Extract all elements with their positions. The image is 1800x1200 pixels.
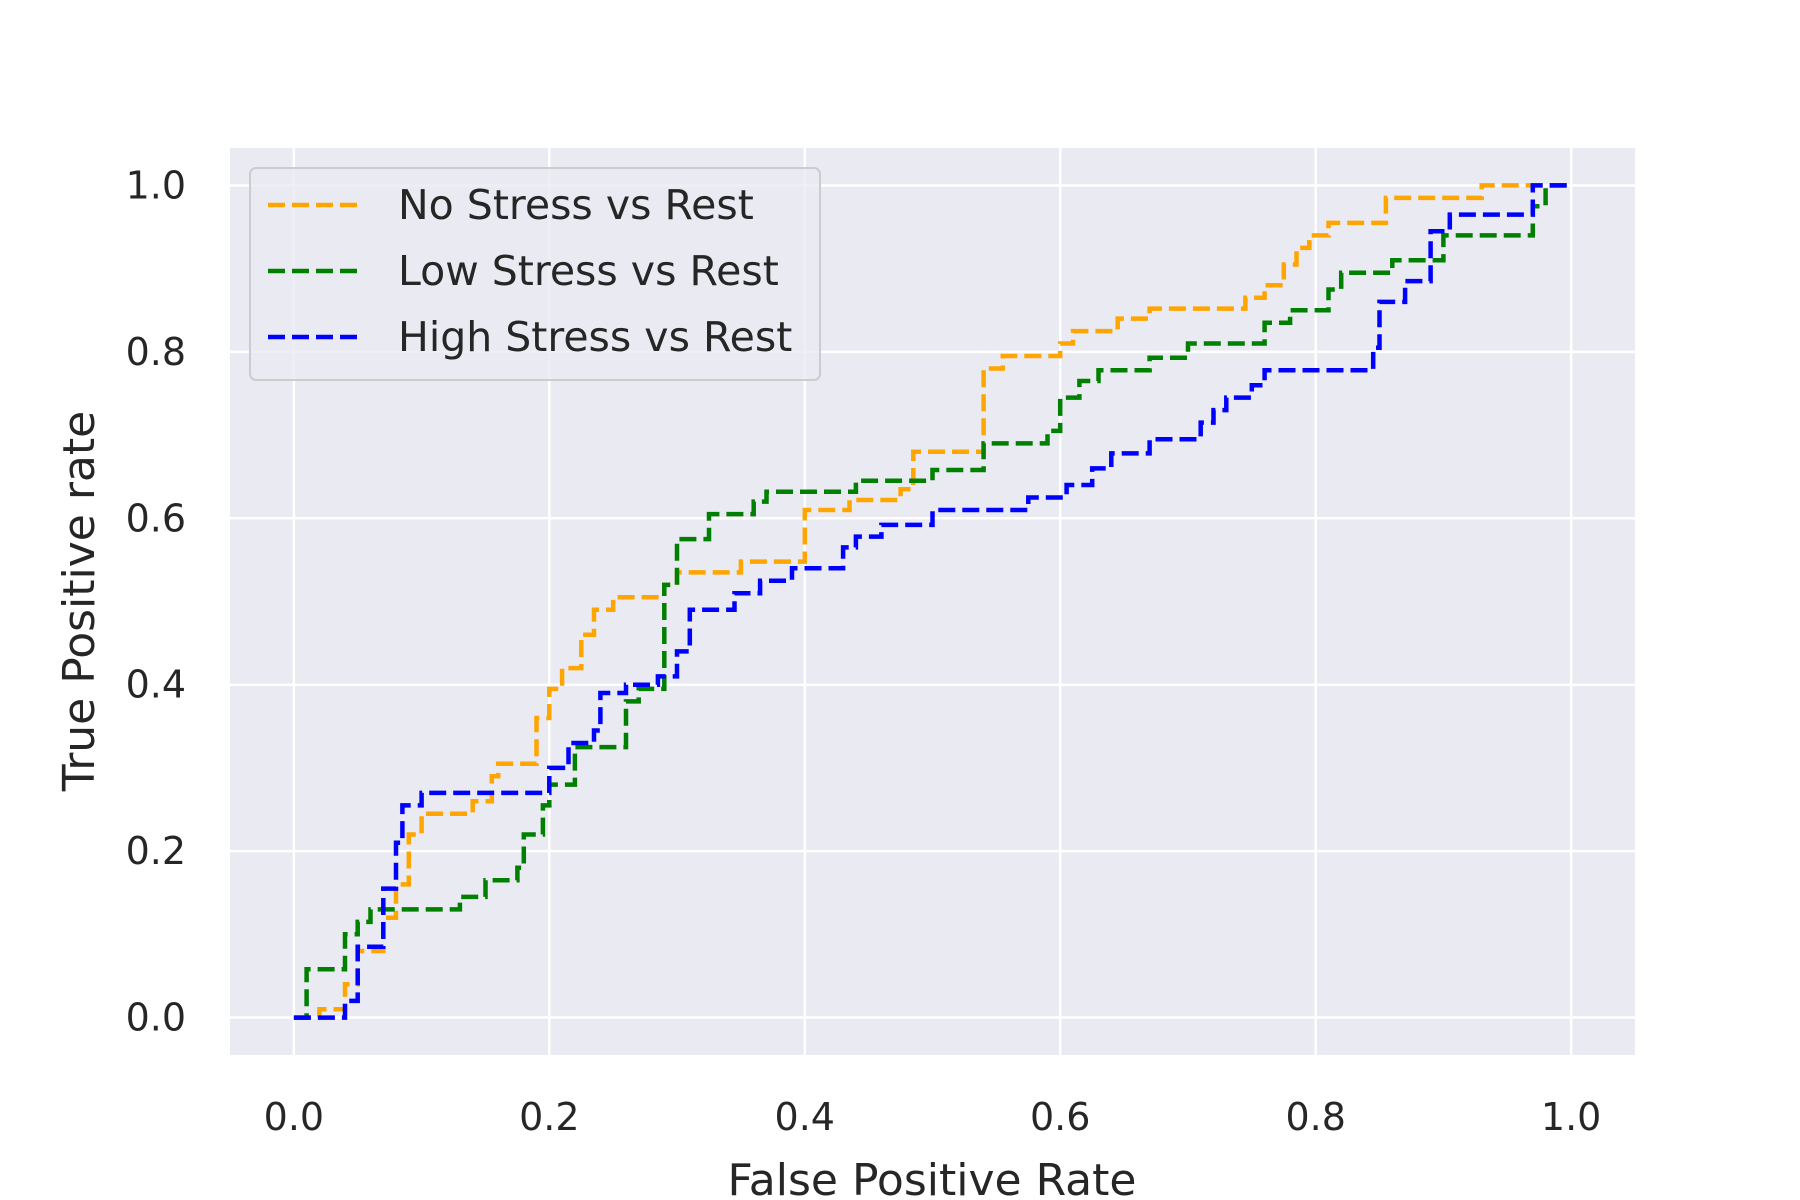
x-tick-labels: 0.0 0.2 0.4 0.6 0.8 1.0 — [264, 1095, 1602, 1139]
x-tick-label: 0.6 — [1030, 1095, 1090, 1139]
y-tick-label: 0.8 — [126, 330, 186, 374]
series-line-1 — [293, 183, 1572, 1020]
x-axis-label: False Positive Rate — [728, 1155, 1137, 1200]
y-tick-labels: 0.0 0.2 0.4 0.6 0.8 1.0 — [126, 163, 186, 1039]
series-layer — [293, 183, 1572, 1020]
legend-label: High Stress vs Rest — [398, 313, 792, 361]
x-tick-label: 0.2 — [519, 1095, 579, 1139]
x-tick-label: 0.4 — [775, 1095, 835, 1139]
x-tick-label: 0.8 — [1285, 1095, 1345, 1139]
series-line-3 — [293, 183, 1572, 1020]
y-tick-label: 0.2 — [126, 829, 186, 873]
series-line-2 — [293, 183, 1572, 1020]
y-tick-label: 0.4 — [126, 663, 186, 707]
x-tick-label: 1.0 — [1541, 1095, 1601, 1139]
y-tick-label: 0.0 — [126, 996, 186, 1040]
legend: No Stress vs Rest Low Stress vs Rest High … — [249, 167, 821, 381]
legend-box — [249, 167, 821, 381]
y-tick-label: 0.6 — [126, 496, 186, 540]
y-axis-label: True Positive rate — [54, 411, 105, 792]
x-tick-label: 0.0 — [264, 1095, 324, 1139]
legend-label: No Stress vs Rest — [398, 181, 754, 229]
legend-label: Low Stress vs Rest — [398, 247, 779, 295]
y-tick-label: 1.0 — [126, 163, 186, 207]
